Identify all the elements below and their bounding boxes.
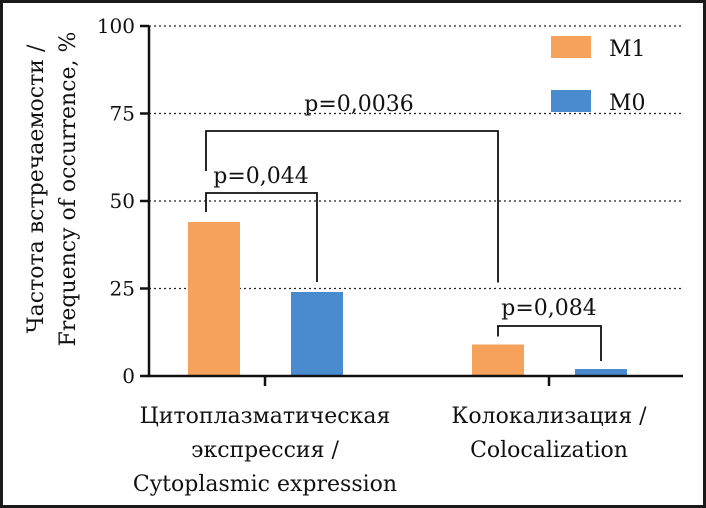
y-tick-label-75: 75 bbox=[110, 102, 135, 126]
bars-layer bbox=[188, 222, 627, 376]
bracket-0 bbox=[205, 192, 318, 282]
grid-layer bbox=[149, 25, 683, 290]
bracket-pvalue-label-1: p=0,0036 bbox=[304, 92, 414, 117]
x-category-labels: Цитоплазматическая экспрессия / Cytoplasmi… bbox=[133, 376, 647, 497]
x-category-label-cat0-line0: Цитоплазматическая bbox=[140, 404, 391, 429]
bar-m0-cat0 bbox=[291, 292, 343, 376]
y-axis-title-line-1: Частота встречаемости / bbox=[24, 44, 49, 333]
legend-swatch-m1 bbox=[551, 36, 591, 58]
bar-m1-cat1 bbox=[472, 344, 524, 376]
bar-m1-cat0 bbox=[188, 222, 240, 376]
bracket-pvalue-label-2: p=0,084 bbox=[501, 296, 597, 321]
legend-label-m1: M1 bbox=[609, 37, 646, 62]
legend-label-m0: M0 bbox=[609, 91, 646, 116]
significance-brackets: p=0,044 p=0,0036 p=0,084 bbox=[205, 92, 602, 361]
x-category-label-cat1-line1: Colocalization bbox=[470, 438, 628, 463]
bracket-pvalue-label-0: p=0,044 bbox=[213, 164, 309, 189]
chart: 0 25 50 75 100 Цитоплазматическая экспрессия … bbox=[24, 14, 683, 497]
y-ticks: 0 25 50 75 100 bbox=[97, 14, 149, 388]
legend: M1 M0 bbox=[551, 36, 646, 116]
bracket-1 bbox=[205, 130, 499, 283]
x-category-label-cat0-line2: Cytoplasmic expression bbox=[133, 472, 397, 497]
bracket-2 bbox=[497, 325, 602, 361]
y-tick-label-25: 25 bbox=[110, 277, 135, 301]
y-tick-label-50: 50 bbox=[110, 189, 135, 213]
y-tick-label-0: 0 bbox=[122, 364, 135, 388]
y-tick-label-100: 100 bbox=[97, 14, 135, 38]
legend-swatch-m0 bbox=[551, 90, 591, 112]
x-category-label-cat0-line1: экспрессия / bbox=[191, 438, 339, 463]
y-axis-title-line-2: Frequency of occurrence, % bbox=[56, 32, 81, 347]
x-category-label-cat1-line0: Колокализация / bbox=[451, 404, 647, 429]
y-axis-title: Частота встречаемости / Frequency of occ… bbox=[24, 32, 81, 347]
bar-m0-cat1 bbox=[575, 369, 627, 376]
